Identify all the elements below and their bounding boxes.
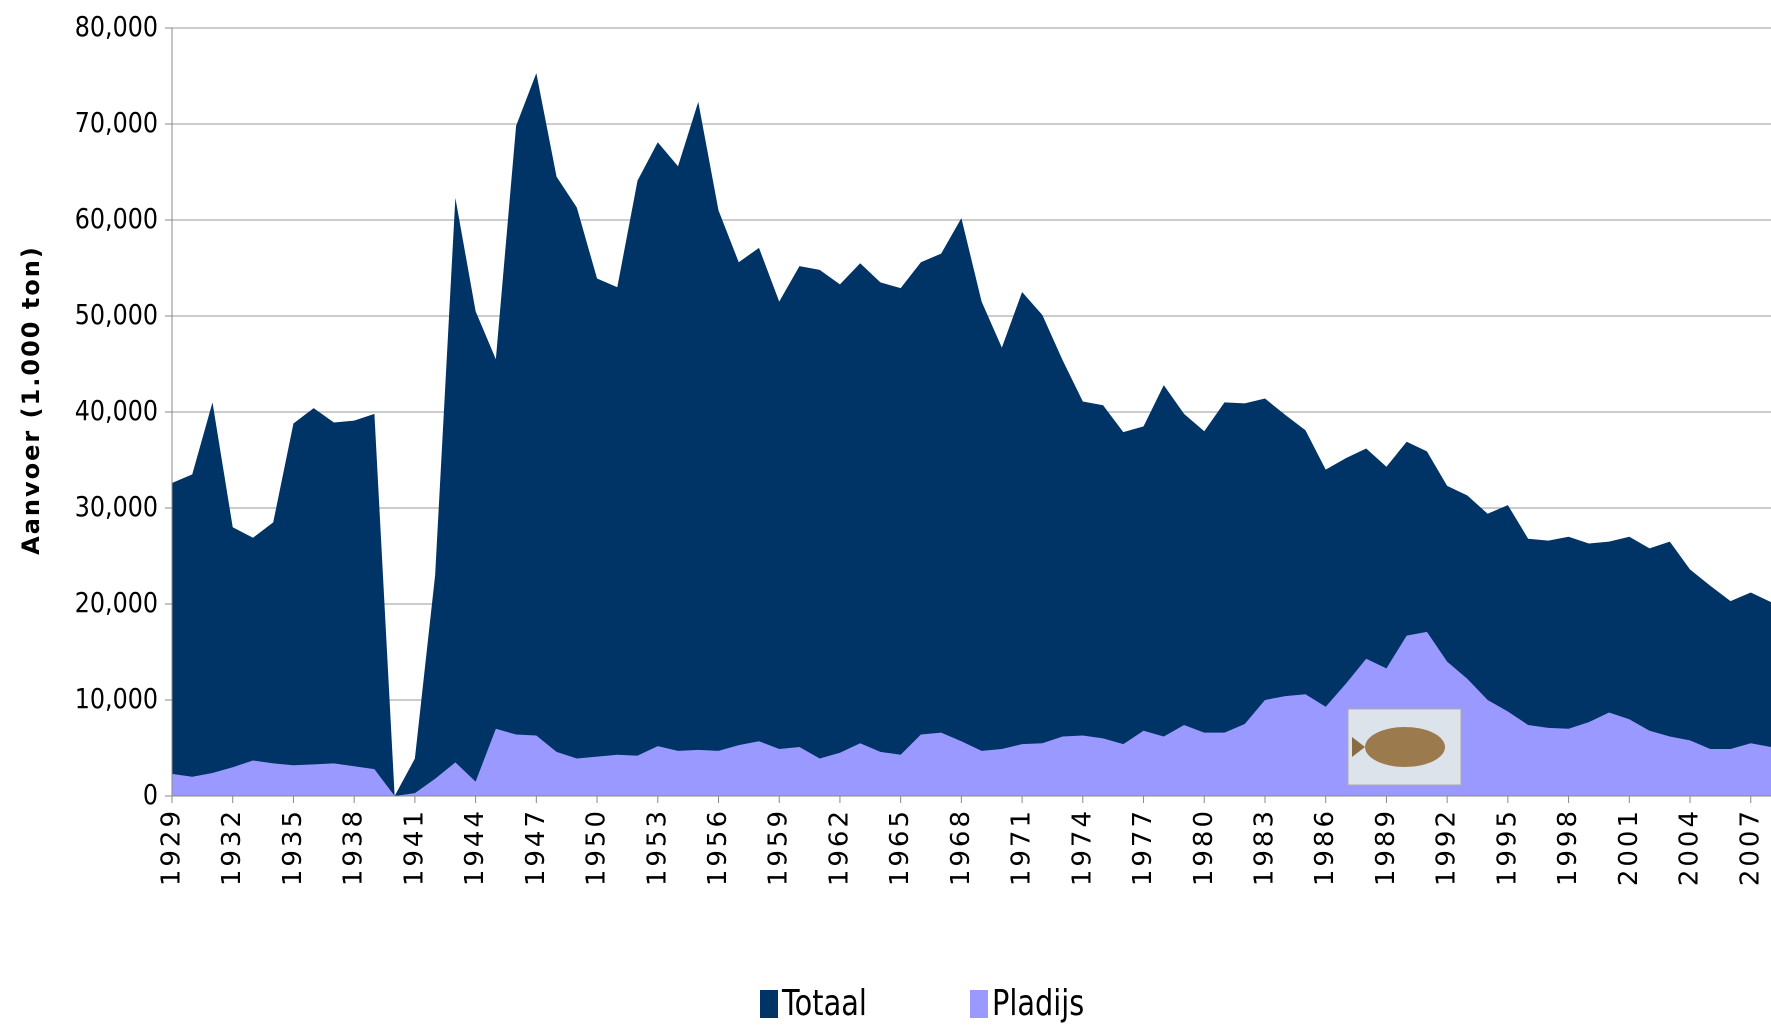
fish-image: [1347, 708, 1462, 786]
y-tick-label: 40,000: [75, 395, 158, 427]
y-tick-label: 80,000: [75, 11, 158, 43]
axes: 0 10,000 20,000 30,000 40,000 50,000 60,000 70,…: [75, 11, 1771, 886]
x-tick-label: 1968: [946, 808, 976, 886]
x-tick-label: 2004: [1675, 808, 1705, 886]
x-tick-label: 1950: [582, 808, 612, 886]
x-tick-label: 1992: [1432, 808, 1462, 886]
x-tick-label: 1989: [1371, 808, 1401, 886]
x-tick-label: 1965: [885, 808, 915, 886]
x-tick-label: 1938: [339, 808, 369, 886]
x-tick-label: 1941: [399, 808, 429, 886]
y-axis-label: Aanvoer (1.000 ton): [17, 245, 45, 555]
y-tick-label: 50,000: [75, 299, 158, 331]
x-tick-label: 2001: [1614, 808, 1644, 886]
x-tick-label: 1944: [460, 808, 490, 886]
x-tick-label: 1932: [217, 808, 247, 886]
x-tick-label: 1971: [1007, 808, 1037, 886]
x-tick-label: 1962: [824, 808, 854, 886]
y-tick-label: 30,000: [75, 491, 158, 523]
x-tick-label: 1959: [764, 808, 794, 886]
x-tick-label: 1974: [1067, 808, 1097, 886]
x-tick-label: 1977: [1128, 808, 1158, 886]
x-tick-label: 1986: [1310, 808, 1340, 886]
y-tick-label: 10,000: [75, 683, 158, 715]
legend-label: Totaal: [781, 982, 867, 1024]
y-tick-label: 20,000: [75, 587, 158, 619]
x-tick-label: 1947: [521, 808, 551, 886]
fish-body: [1365, 727, 1445, 767]
y-tick-label: 0: [143, 779, 158, 811]
x-tick-label: 1953: [642, 808, 672, 886]
areas: [172, 73, 1771, 797]
fish-tail: [1352, 737, 1365, 757]
x-tick-label: 1929: [157, 808, 187, 886]
x-tick-label: 1980: [1189, 808, 1219, 886]
x-tick-label: 1983: [1249, 808, 1279, 886]
legend: Totaal Pladijs: [760, 982, 1084, 1024]
y-tick-label: 70,000: [75, 107, 158, 139]
x-tick-label: 1935: [278, 808, 308, 886]
legend-swatch: [970, 990, 988, 1018]
x-tick-label: 1956: [703, 808, 733, 886]
x-tick-label: 2007: [1735, 808, 1765, 886]
legend-swatch: [760, 990, 778, 1018]
legend-label: Pladijs: [992, 982, 1084, 1024]
x-tick-label: 1995: [1492, 808, 1522, 886]
area: [172, 73, 1771, 797]
y-tick-label: 60,000: [75, 203, 158, 235]
x-tick-label: 1998: [1553, 808, 1583, 886]
